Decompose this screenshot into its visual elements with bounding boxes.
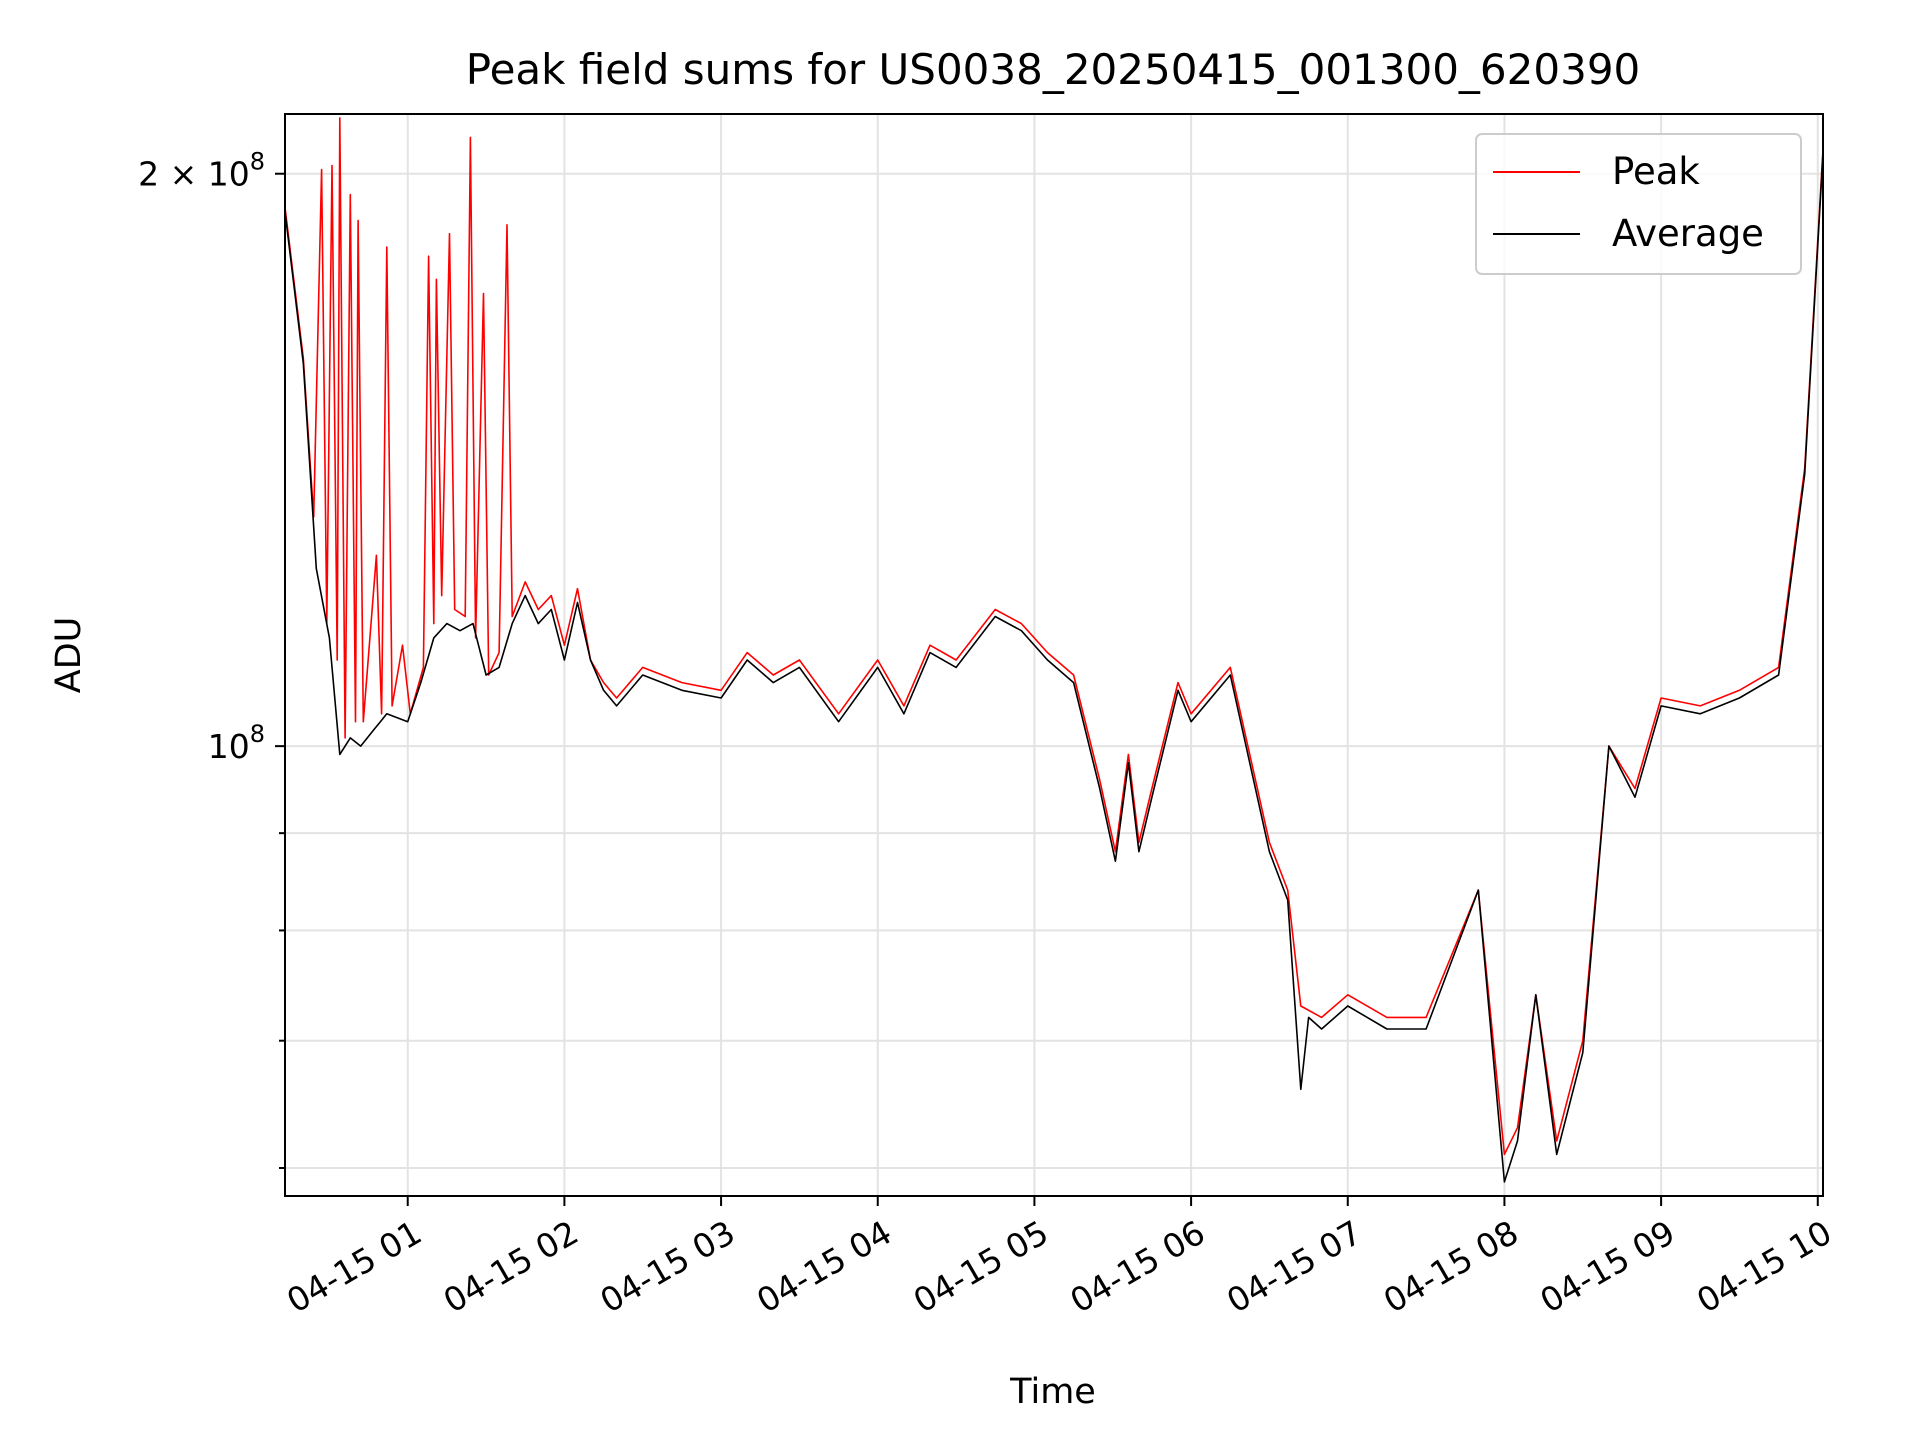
gridlines: [285, 114, 1823, 1196]
x-axis-label: Time: [1009, 1372, 1096, 1412]
legend-label-peak: Peak: [1612, 150, 1700, 193]
y-axis: 108 2 × 108: [138, 148, 285, 1170]
legend-label-average: Average: [1612, 212, 1764, 255]
chart-title: Peak field sums for US0038_20250415_0013…: [466, 45, 1641, 94]
y-axis-label: ADU: [49, 617, 89, 694]
series-line-peak: [285, 117, 1823, 1156]
series-line-average: [285, 153, 1823, 1183]
y-tick-label: 2 × 108: [138, 148, 265, 194]
y-tick-label: 108: [208, 720, 265, 766]
legend: Peak Average: [1475, 133, 1802, 275]
plot-frame: [284, 113, 1824, 1197]
legend-box: [1475, 133, 1802, 275]
